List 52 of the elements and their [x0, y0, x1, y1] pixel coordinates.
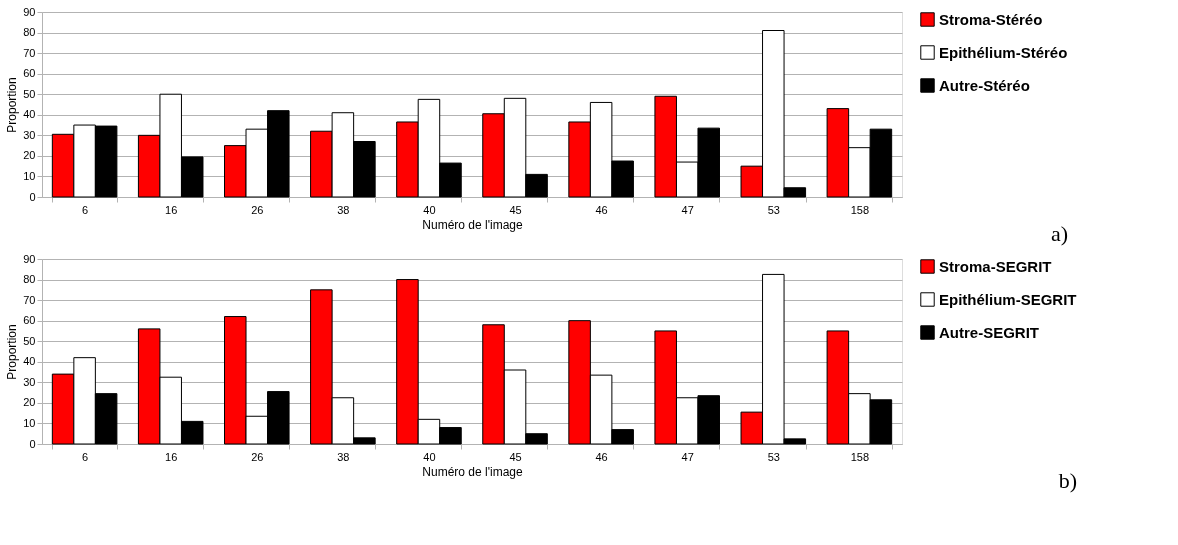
x-tick-label: 26 [251, 203, 264, 216]
x-tick-label: 45 [509, 203, 522, 216]
text: Stroma-SEGRIT [939, 257, 1052, 275]
y-tick-label: 30 [23, 375, 36, 388]
x-tick-label: 158 [850, 450, 870, 463]
x-tick-label: 6 [82, 450, 89, 463]
x-axis-title: Numéro de l'image [422, 217, 523, 232]
legend-label: Autre-SEGRIT [939, 323, 1040, 341]
y-tick-label: 30 [23, 128, 36, 141]
y-tick-label: 60 [23, 67, 36, 80]
x-tick-label: 6 [82, 203, 89, 216]
x-tick-label: 53 [767, 450, 780, 463]
text: b) [1058, 468, 1077, 493]
y-tick-label: 10 [23, 416, 36, 429]
x-tick-label: 40 [423, 203, 436, 216]
x-tick-label: 45 [509, 450, 522, 463]
y-tick-label: 80 [23, 26, 36, 39]
y-tick-label: 70 [23, 293, 36, 306]
x-tick-label: 46 [595, 450, 608, 463]
y-tick-label: 50 [23, 87, 36, 100]
x-tick-label: 46 [595, 203, 608, 216]
legend-label: Autre-Stéréo [939, 76, 1030, 94]
y-tick-label: 40 [23, 355, 36, 368]
y-tick-label: 50 [23, 334, 36, 347]
y-tick-label: 40 [23, 108, 36, 121]
x-tick-label: 26 [251, 450, 264, 463]
y-tick-label: 70 [23, 46, 36, 59]
text: a) [1050, 221, 1068, 246]
legend-label: Epithélium-Stéréo [939, 43, 1068, 61]
y-tick-label: 0 [29, 437, 36, 450]
x-tick-label: 47 [681, 203, 694, 216]
y-tick-label: 80 [23, 273, 36, 286]
y-axis-title: Proportion [5, 324, 20, 380]
x-axis-title: Numéro de l'image [422, 464, 523, 479]
x-tick-label: 40 [423, 450, 436, 463]
legend-label: Stroma-Stéréo [939, 10, 1043, 28]
x-tick-label: 47 [681, 450, 694, 463]
x-tick-label: 38 [337, 450, 350, 463]
y-tick-label: 20 [23, 396, 36, 409]
x-tick-label: 38 [337, 203, 350, 216]
x-tick-label: 53 [767, 203, 780, 216]
y-tick-label: 10 [23, 169, 36, 182]
x-tick-label: 158 [850, 203, 870, 216]
y-tick-label: 90 [23, 252, 36, 265]
x-tick-label: 16 [165, 450, 178, 463]
y-tick-label: 0 [29, 190, 36, 203]
y-axis-title: Proportion [5, 77, 20, 133]
x-tick-label: 16 [165, 203, 178, 216]
y-tick-label: 60 [23, 314, 36, 327]
legend-label: Epithélium-SEGRIT [939, 290, 1077, 308]
y-tick-label: 20 [23, 149, 36, 162]
y-tick-label: 90 [23, 5, 36, 18]
